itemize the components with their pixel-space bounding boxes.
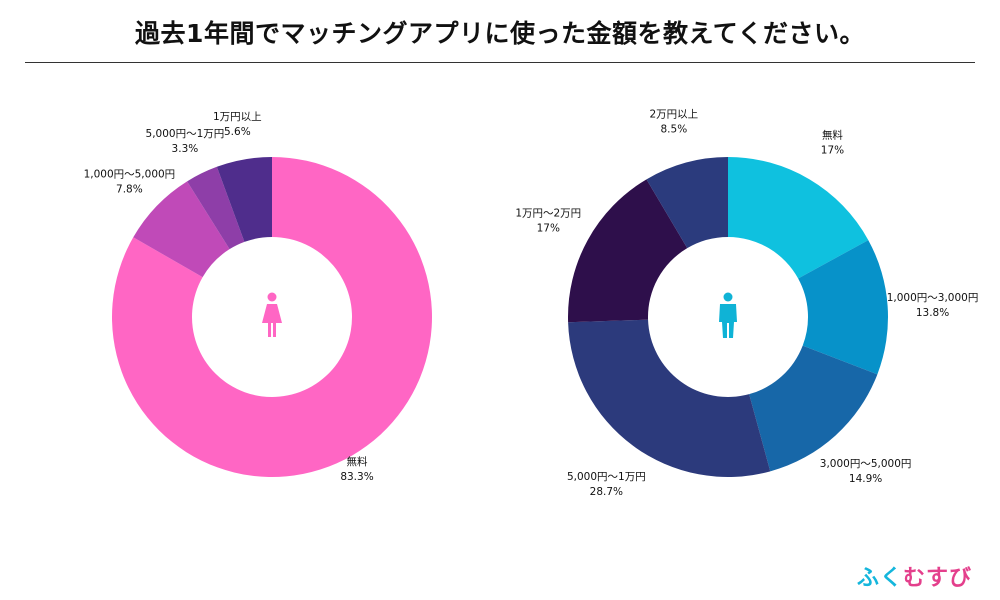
donut-slice (798, 240, 888, 375)
chart-title: 過去1年間でマッチングアプリに使った金額を教えてください。 (135, 19, 865, 48)
brand-letter: む (902, 566, 926, 591)
brand-letter: く (879, 566, 903, 591)
slice-label: 2万円以上 (650, 108, 699, 120)
brand-letter: す (925, 566, 949, 591)
donut-chart-1: 無料 83.3% 1,000円〜5,000円 7.8% 5,000円〜1万円 3.3% 1万… (84, 111, 433, 483)
brand-letter: ふ (856, 566, 880, 591)
slice-value-label: 17% (821, 145, 844, 157)
donut-chart-2: 無料 17% 1,000円〜3,000円 13.8% 3,000円〜5,000円 14.9… (515, 108, 978, 498)
donut-slice (728, 157, 869, 279)
male-icon (719, 292, 737, 338)
slice-label: 無料 (347, 455, 368, 468)
title-divider (25, 62, 975, 63)
donut-slice (568, 319, 771, 477)
slice-value-label: 13.8% (916, 307, 949, 319)
slice-label: 3,000円〜5,000円 (820, 458, 912, 470)
donut-slice (187, 166, 245, 250)
brand-letter: び (948, 566, 972, 591)
slice-label: 1,000円〜3,000円 (887, 292, 979, 304)
slice-label: 5,000円〜1万円 (146, 128, 225, 140)
brand-logo: ふくむすび (857, 560, 972, 592)
donut-slice (133, 181, 230, 278)
slice-value-label: 7.8% (116, 184, 143, 196)
slice-label: 1,000円〜5,000円 (84, 169, 176, 181)
slice-value-label: 83.3% (340, 471, 373, 483)
slice-value-label: 8.5% (661, 123, 688, 135)
donut-slice (646, 157, 728, 249)
slice-label: 1万円〜2万円 (515, 207, 581, 219)
donut-slice (216, 157, 272, 242)
female-icon (262, 292, 282, 337)
slice-value-label: 5.6% (224, 126, 251, 138)
donut-slice (568, 179, 688, 323)
slice-label: 1万円以上 (213, 111, 262, 123)
slice-value-label: 17% (537, 222, 560, 234)
slice-label: 5,000円〜1万円 (567, 471, 646, 483)
donut-slice (749, 345, 878, 472)
slice-value-label: 28.7% (590, 486, 623, 498)
donut-slice (112, 157, 433, 477)
slice-value-label: 14.9% (849, 473, 882, 485)
slice-value-label: 3.3% (172, 143, 199, 155)
slice-label: 無料 (822, 129, 843, 142)
